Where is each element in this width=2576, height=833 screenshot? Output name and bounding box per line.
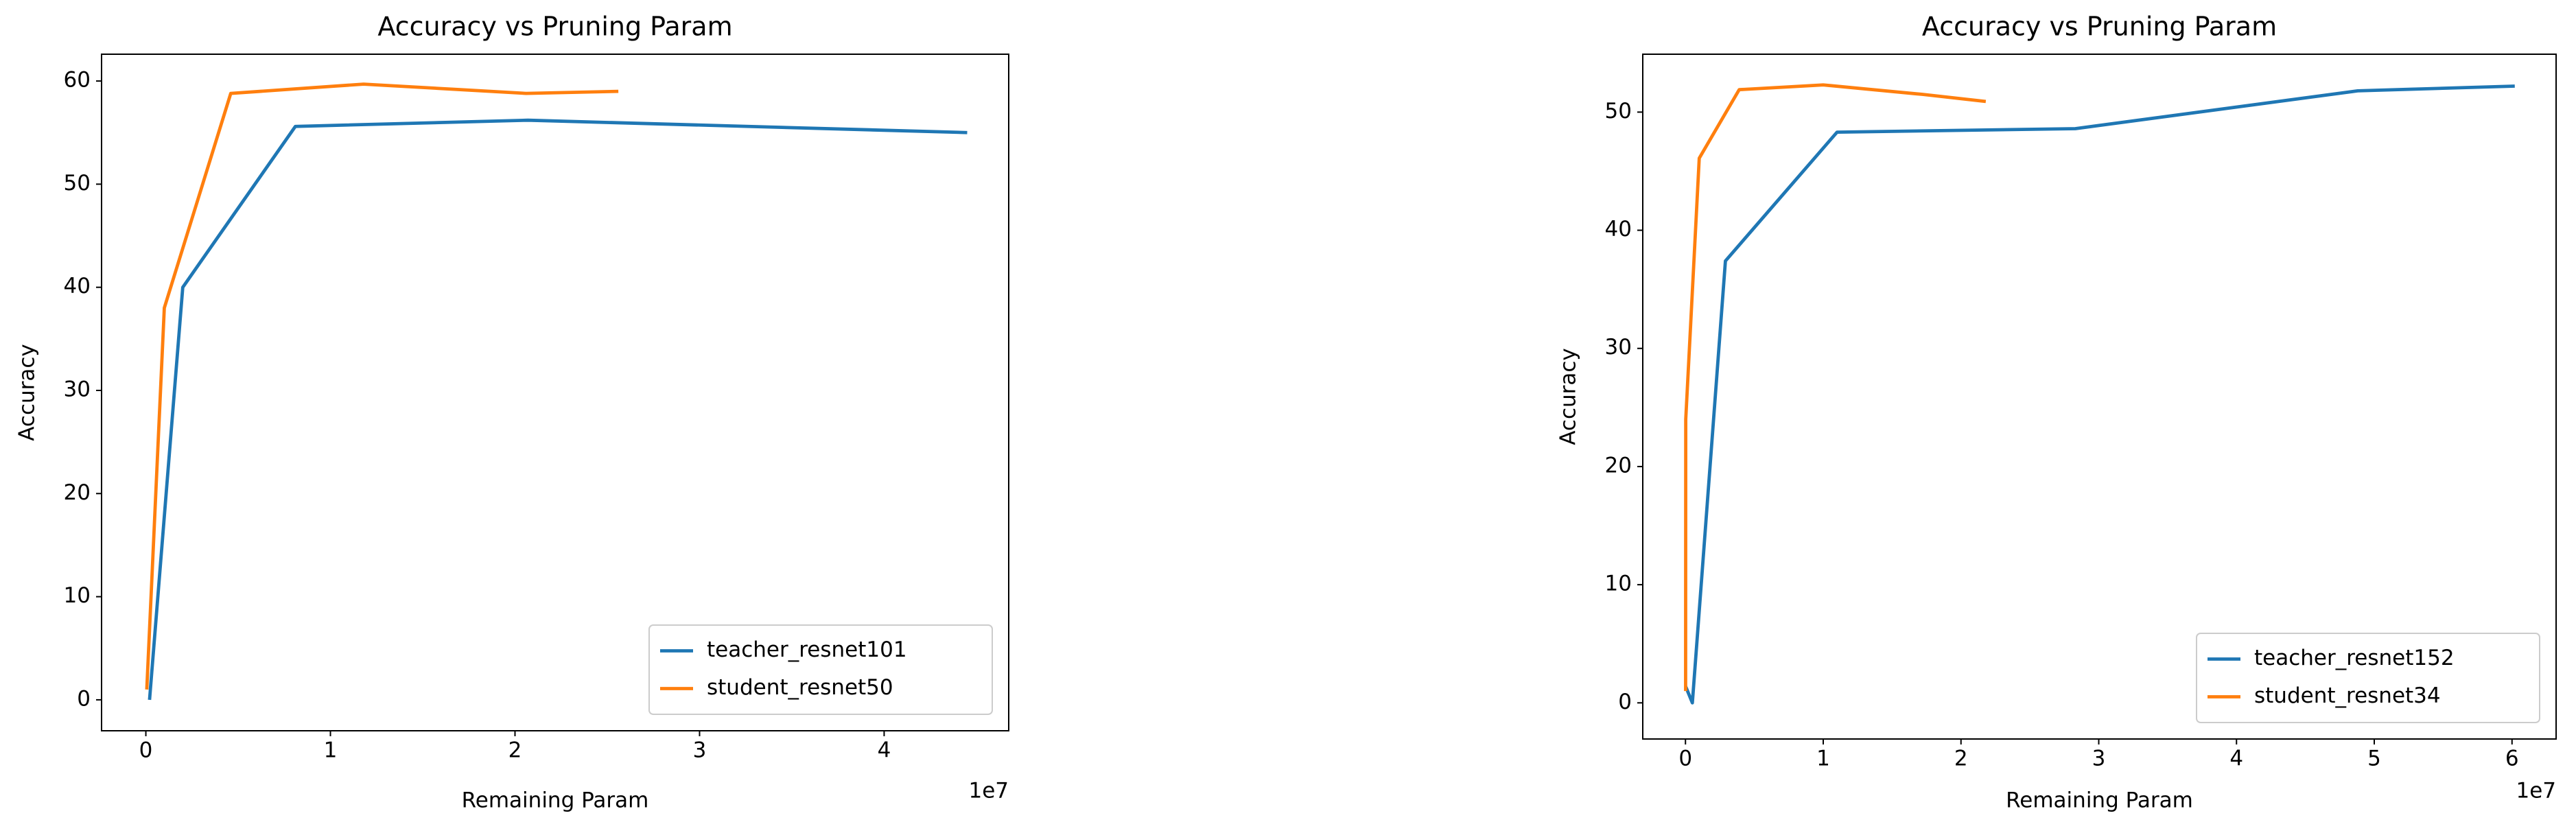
legend-box [2196, 633, 2540, 723]
x-tick-label: 1 [324, 738, 338, 763]
line-series [145, 82, 619, 690]
x-tick-label: 0 [139, 738, 153, 763]
y-tick-label: 20 [1605, 453, 1632, 478]
x-tick-label: 0 [1678, 747, 1692, 771]
y-tick-label: 10 [64, 583, 91, 608]
x-offset-label: 1e7 [968, 779, 1009, 803]
y-tick-label: 60 [64, 68, 91, 93]
chart-title: Accuracy vs Pruning Param [1922, 12, 2277, 42]
y-tick-label: 10 [1605, 572, 1632, 596]
line-series [148, 118, 968, 701]
y-tick-label: 0 [77, 686, 91, 711]
line-series [1684, 83, 1987, 692]
y-axis-label: Accuracy [15, 344, 40, 441]
x-tick-label: 2 [1954, 747, 1968, 771]
x-tick-label: 5 [2367, 747, 2381, 771]
y-tick-label: 0 [1618, 690, 1632, 714]
x-tick-label: 6 [2505, 747, 2519, 771]
line-series [1684, 84, 2515, 705]
x-axis-label: Remaining Param [2006, 788, 2193, 813]
legend-label: student_resnet34 [2254, 683, 2441, 708]
legend-label: teacher_resnet101 [707, 637, 907, 662]
y-axis-label: Accuracy [1556, 348, 1581, 445]
x-tick-label: 4 [878, 738, 891, 763]
x-offset-label: 1e7 [2516, 779, 2556, 803]
x-axis-label: Remaining Param [462, 788, 649, 813]
y-tick-label: 40 [64, 274, 91, 298]
y-tick-label: 30 [64, 377, 91, 401]
x-tick-label: 1 [1816, 747, 1830, 771]
y-tick-label: 20 [64, 480, 91, 505]
legend-label: student_resnet50 [707, 675, 893, 700]
y-tick-label: 50 [1605, 99, 1632, 124]
x-tick-label: 3 [2092, 747, 2106, 771]
legend-box [648, 624, 993, 715]
axes-frame [101, 54, 1009, 731]
x-tick-label: 4 [2229, 747, 2243, 771]
x-tick-label: 3 [693, 738, 707, 763]
chart-title: Accuracy vs Pruning Param [377, 12, 732, 42]
legend-label: teacher_resnet152 [2254, 646, 2455, 670]
y-tick-label: 50 [64, 171, 91, 196]
x-tick-label: 2 [508, 738, 522, 763]
y-tick-label: 30 [1605, 335, 1632, 360]
axes-frame [1642, 54, 2557, 740]
y-tick-label: 40 [1605, 217, 1632, 242]
